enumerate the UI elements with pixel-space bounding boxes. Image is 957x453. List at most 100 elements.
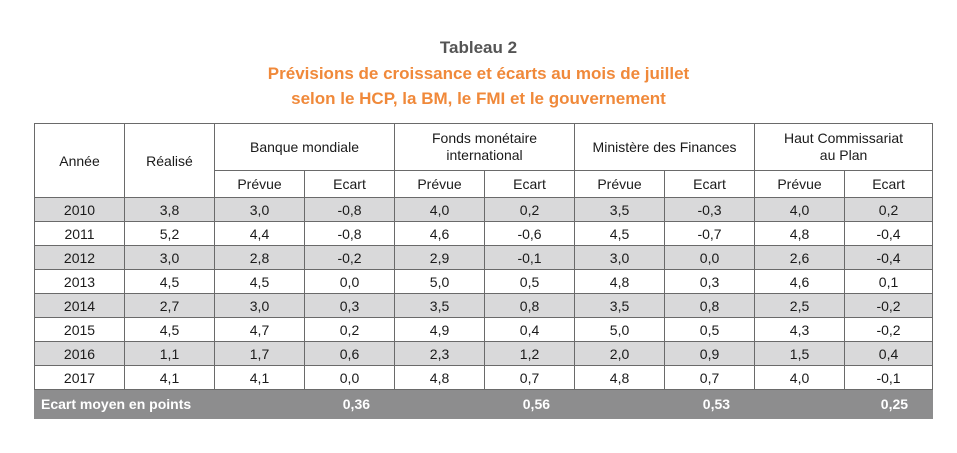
- cell-mf-ecart: -0,7: [664, 221, 756, 246]
- cell-mf-prevue: 3,0: [574, 245, 666, 270]
- cell-bm-ecart: 0,2: [303, 317, 396, 342]
- cell-realise: 3,0: [124, 245, 215, 270]
- cell-mf-prevue: 4,8: [574, 365, 666, 390]
- header-fmi-ecart: Ecart: [484, 170, 576, 198]
- footer-label: Ecart moyen en points: [34, 389, 215, 419]
- header-group-hcp-line2: au Plan: [819, 147, 868, 163]
- header-group-fmi-line2: international: [446, 147, 523, 163]
- table-row: 2017 4,1 4,1 0,0 4,8 0,7 4,8 0,7 4,0 -0,…: [34, 365, 934, 390]
- cell-mf-prevue: 2,0: [574, 341, 666, 366]
- cell-mf-prevue: 5,0: [574, 317, 666, 342]
- cell-fmi-prevue: 2,3: [394, 341, 486, 366]
- cell-realise: 1,1: [124, 341, 215, 366]
- header-group-bm-line1: Banque mondiale: [250, 138, 359, 155]
- cell-fmi-ecart: 1,2: [484, 341, 576, 366]
- footer-bm-value: 0,36: [213, 389, 396, 419]
- cell-bm-ecart: -0,8: [303, 197, 396, 222]
- cell-bm-ecart: 0,0: [303, 365, 396, 390]
- table-title-line1: Prévisions de croissance et écarts au mo…: [267, 64, 690, 83]
- cell-bm-prevue: 1,7: [214, 341, 305, 366]
- cell-realise: 4,5: [124, 317, 215, 342]
- cell-realise: 5,2: [124, 221, 215, 246]
- cell-year: 2015: [34, 317, 125, 342]
- header-group-hcp-line1: Haut Commissariat: [784, 130, 904, 146]
- table-row: 2014 2,7 3,0 0,3 3,5 0,8 3,5 0,8 2,5 -0,…: [34, 293, 934, 318]
- table-title-line2: selon le HCP, la BM, le FMI et le gouver…: [291, 89, 666, 108]
- cell-hcp-ecart: -0,4: [844, 221, 934, 246]
- cell-bm-prevue: 4,4: [214, 221, 305, 246]
- cell-hcp-prevue: 4,0: [754, 365, 846, 390]
- cell-realise: 4,1: [124, 365, 215, 390]
- footer-fmi-value: 0,56: [394, 389, 576, 419]
- cell-fmi-prevue: 5,0: [394, 269, 486, 294]
- footer-hcp-value: 0,25: [754, 389, 934, 419]
- cell-year: 2011: [34, 221, 125, 246]
- cell-year: 2010: [34, 197, 125, 222]
- header-bm-prevue: Prévue: [214, 170, 305, 198]
- table-label: Tableau 2: [439, 38, 518, 57]
- cell-year: 2012: [34, 245, 125, 270]
- cell-bm-prevue: 4,1: [214, 365, 305, 390]
- cell-hcp-ecart: -0,1: [844, 365, 934, 390]
- cell-bm-ecart: 0,0: [303, 269, 396, 294]
- header-bm-ecart: Ecart: [303, 170, 396, 198]
- header-group-fmi: Fonds monétaire international: [394, 123, 576, 171]
- cell-hcp-prevue: 2,5: [754, 293, 846, 318]
- cell-fmi-ecart: 0,8: [484, 293, 576, 318]
- cell-hcp-ecart: 0,2: [844, 197, 934, 222]
- cell-hcp-ecart: 0,1: [844, 269, 934, 294]
- cell-hcp-prevue: 4,6: [754, 269, 846, 294]
- cell-hcp-prevue: 4,3: [754, 317, 846, 342]
- cell-realise: 2,7: [124, 293, 215, 318]
- cell-bm-ecart: 0,3: [303, 293, 396, 318]
- cell-hcp-ecart: 0,4: [844, 341, 934, 366]
- cell-fmi-prevue: 4,8: [394, 365, 486, 390]
- table-row: 2011 5,2 4,4 -0,8 4,6 -0,6 4,5 -0,7 4,8 …: [34, 221, 934, 246]
- cell-fmi-prevue: 4,0: [394, 197, 486, 222]
- cell-mf-ecart: 0,7: [664, 365, 756, 390]
- cell-mf-ecart: 0,8: [664, 293, 756, 318]
- cell-year: 2013: [34, 269, 125, 294]
- cell-hcp-prevue: 1,5: [754, 341, 846, 366]
- cell-fmi-ecart: 0,5: [484, 269, 576, 294]
- cell-hcp-ecart: -0,2: [844, 293, 934, 318]
- header-mf-prevue: Prévue: [574, 170, 666, 198]
- cell-fmi-prevue: 3,5: [394, 293, 486, 318]
- cell-year: 2017: [34, 365, 125, 390]
- cell-fmi-prevue: 2,9: [394, 245, 486, 270]
- header-group-hcp: Haut Commissariat au Plan: [754, 123, 934, 171]
- cell-bm-ecart: -0,8: [303, 221, 396, 246]
- forecast-table: Année Réalisé Banque mondiale Fonds moné…: [34, 123, 934, 419]
- cell-bm-prevue: 4,5: [214, 269, 305, 294]
- cell-mf-ecart: 0,0: [664, 245, 756, 270]
- cell-fmi-prevue: 4,9: [394, 317, 486, 342]
- cell-mf-ecart: 0,5: [664, 317, 756, 342]
- cell-hcp-prevue: 2,6: [754, 245, 846, 270]
- cell-fmi-ecart: -0,6: [484, 221, 576, 246]
- cell-bm-prevue: 3,0: [214, 197, 305, 222]
- table-row: 2010 3,8 3,0 -0,8 4,0 0,2 3,5 -0,3 4,0 0…: [34, 197, 934, 222]
- cell-realise: 3,8: [124, 197, 215, 222]
- cell-mf-prevue: 4,8: [574, 269, 666, 294]
- cell-bm-prevue: 3,0: [214, 293, 305, 318]
- header-mf-ecart: Ecart: [664, 170, 756, 198]
- cell-hcp-ecart: -0,2: [844, 317, 934, 342]
- cell-bm-ecart: -0,2: [303, 245, 396, 270]
- cell-mf-prevue: 3,5: [574, 293, 666, 318]
- cell-hcp-prevue: 4,0: [754, 197, 846, 222]
- header-group-mf-line1: Ministère des Finances: [592, 138, 737, 155]
- cell-fmi-ecart: 0,7: [484, 365, 576, 390]
- header-year: Année: [34, 123, 125, 198]
- cell-bm-ecart: 0,6: [303, 341, 396, 366]
- footer-mf-value: 0,53: [574, 389, 756, 419]
- cell-fmi-ecart: 0,4: [484, 317, 576, 342]
- cell-mf-ecart: 0,9: [664, 341, 756, 366]
- cell-mf-prevue: 3,5: [574, 197, 666, 222]
- cell-year: 2016: [34, 341, 125, 366]
- table-row: 2012 3,0 2,8 -0,2 2,9 -0,1 3,0 0,0 2,6 -…: [34, 245, 934, 270]
- header-group-fmi-line1: Fonds monétaire: [431, 130, 538, 146]
- cell-hcp-prevue: 4,8: [754, 221, 846, 246]
- cell-realise: 4,5: [124, 269, 215, 294]
- header-hcp-prevue: Prévue: [754, 170, 846, 198]
- table-row: 2013 4,5 4,5 0,0 5,0 0,5 4,8 0,3 4,6 0,1: [34, 269, 934, 294]
